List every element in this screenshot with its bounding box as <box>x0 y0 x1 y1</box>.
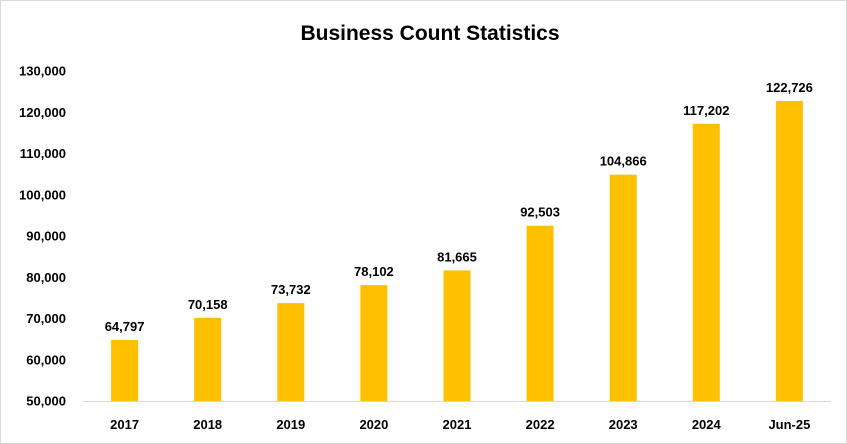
bar-2020 <box>360 285 388 401</box>
y-tick-label: 60,000 <box>26 352 66 367</box>
x-tick-label: 2023 <box>609 417 638 432</box>
y-axis: 50,000 60,000 70,000 80,000 90,000 100,000 110… <box>19 64 66 409</box>
data-label-2018: 70,158 <box>188 297 228 312</box>
y-tick-label: 120,000 <box>19 105 66 120</box>
bar-2021 <box>443 270 471 401</box>
bar-jun-25 <box>775 101 803 401</box>
bar-series <box>111 101 803 402</box>
chart-title: Business Count Statistics <box>300 22 559 45</box>
y-tick-label: 100,000 <box>19 187 66 202</box>
x-axis: 2017 2018 2019 2020 2021 2022 2023 2024 Jun-25 <box>83 401 831 432</box>
x-tick-label: Jun-25 <box>768 417 810 432</box>
x-tick-label: 2024 <box>692 417 722 432</box>
data-label-2024: 117,202 <box>683 103 729 118</box>
x-tick-label: 2021 <box>443 417 472 432</box>
data-label-2020: 78,102 <box>354 264 394 279</box>
data-labels: 64,797 70,158 73,732 78,102 81,665 92,503 104,… <box>105 80 813 334</box>
bar-2022 <box>526 225 554 401</box>
data-label-2017: 64,797 <box>105 319 145 334</box>
x-tick-label: 2019 <box>276 417 305 432</box>
data-label-2022: 92,503 <box>520 205 560 220</box>
bar-2024 <box>692 123 720 402</box>
bar-2017 <box>111 340 139 401</box>
bar-2023 <box>609 174 637 401</box>
y-tick-label: 90,000 <box>26 229 66 244</box>
x-tick-label: 2018 <box>193 417 222 432</box>
x-tick-label: 2022 <box>526 417 555 432</box>
bar-2018 <box>194 317 222 401</box>
data-label-jun-25: 122,726 <box>766 80 813 95</box>
bar-2019 <box>277 303 305 401</box>
data-label-2021: 81,665 <box>437 249 477 264</box>
y-tick-label: 80,000 <box>26 270 66 285</box>
data-label-2019: 73,732 <box>271 282 311 297</box>
y-tick-label: 110,000 <box>20 146 66 161</box>
y-tick-label: 70,000 <box>26 311 66 326</box>
y-tick-label: 130,000 <box>19 64 66 79</box>
data-label-2023: 104,866 <box>600 154 647 169</box>
y-tick-label: 50,000 <box>26 394 66 409</box>
x-tick-label: 2020 <box>359 417 388 432</box>
x-tick-label: 2017 <box>110 417 139 432</box>
